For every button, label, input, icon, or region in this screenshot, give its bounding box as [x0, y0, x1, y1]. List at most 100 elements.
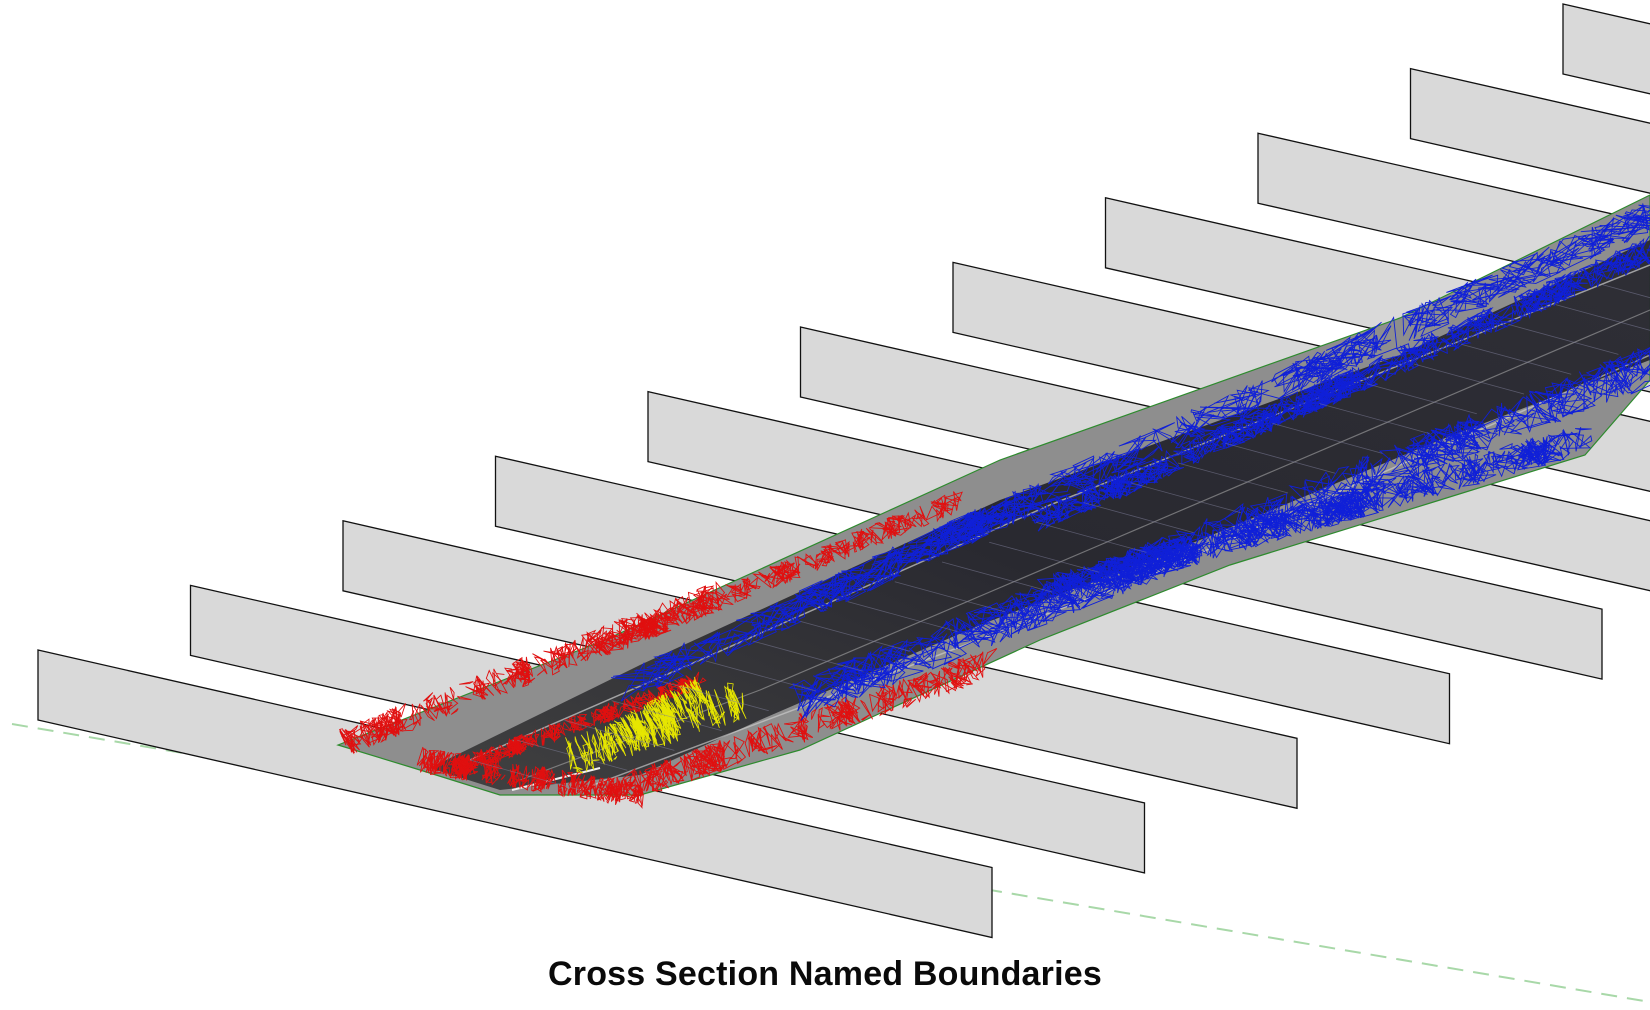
- mesh-triangle: [640, 679, 662, 684]
- mesh-triangle: [827, 543, 833, 564]
- mesh-triangle: [1235, 517, 1263, 537]
- mesh-triangle: [693, 680, 706, 701]
- mesh-triangle: [1587, 267, 1608, 275]
- mesh-triangle: [823, 548, 833, 558]
- mesh-triangle: [691, 705, 699, 724]
- mesh-triangle: [1355, 502, 1362, 512]
- grid-line: [658, 680, 769, 712]
- mesh-triangle: [485, 758, 499, 778]
- mesh-triangle: [1027, 484, 1037, 498]
- mesh-triangle: [388, 710, 397, 737]
- mesh-triangle: [634, 700, 643, 709]
- mesh-triangle: [1305, 479, 1335, 486]
- mesh-triangle: [1133, 474, 1157, 493]
- mesh-triangle: [842, 714, 854, 722]
- mesh-triangle: [723, 685, 733, 717]
- grid-line: [1366, 383, 1477, 415]
- grid-line: [1461, 343, 1572, 375]
- mesh-triangle: [746, 580, 751, 599]
- mesh-triangle: [942, 666, 959, 693]
- cross-section-panel[interactable]: [1562, 3, 1650, 292]
- mesh-triangle: [923, 538, 940, 557]
- mesh-triangle: [1374, 484, 1387, 506]
- mesh-triangle: [726, 585, 747, 598]
- mesh-triangle: [444, 766, 451, 777]
- mesh-triangle: [1301, 389, 1314, 409]
- mesh-triangle: [914, 636, 953, 666]
- mesh-triangle: [708, 694, 721, 725]
- mesh-triangle: [418, 752, 428, 767]
- mesh-triangle: [941, 531, 952, 546]
- mesh-triangle: [1304, 480, 1316, 521]
- mesh-triangle: [966, 683, 973, 686]
- mesh-triangle: [1351, 341, 1387, 344]
- mesh-triangle: [1424, 466, 1437, 473]
- mesh-triangle: [565, 737, 576, 759]
- mesh-triangle: [1553, 235, 1586, 255]
- mesh-triangle: [854, 535, 859, 546]
- mesh-triangle: [815, 658, 856, 676]
- mesh-triangle: [400, 718, 407, 731]
- mesh-triangle: [953, 491, 960, 511]
- mesh-triangle: [1079, 567, 1101, 589]
- mesh-triangle: [512, 763, 516, 785]
- mesh-triangle: [733, 736, 745, 756]
- mesh-triangle: [757, 726, 767, 740]
- mesh-triangle: [548, 727, 560, 740]
- mesh-triangle: [1029, 513, 1050, 524]
- mesh-triangle: [1277, 400, 1309, 426]
- mesh-triangle: [1469, 460, 1486, 475]
- mesh-triangle: [1051, 582, 1055, 603]
- mesh-triangle: [614, 732, 623, 744]
- mesh-triangle: [1055, 577, 1072, 580]
- mesh-triangle: [1499, 269, 1532, 287]
- mesh-triangle: [764, 572, 771, 583]
- mesh-triangle: [672, 692, 683, 710]
- mesh-triangle: [1027, 596, 1048, 632]
- mesh-triangle: [755, 626, 762, 640]
- mesh-triangle: [1613, 229, 1639, 235]
- mesh-triangle: [805, 723, 808, 733]
- mesh-triangle: [1493, 305, 1511, 319]
- mesh-triangle: [622, 696, 631, 710]
- mesh-triangle: [784, 596, 815, 616]
- mesh-triangle: [616, 724, 631, 746]
- mesh-triangle: [888, 687, 896, 707]
- mesh-triangle: [843, 672, 863, 687]
- mesh-triangle: [686, 753, 702, 775]
- mesh-triangle: [634, 720, 646, 735]
- mesh-triangle: [621, 617, 636, 644]
- mesh-triangle: [1408, 437, 1435, 474]
- mesh-triangle: [608, 780, 615, 801]
- mesh-triangle: [695, 697, 704, 720]
- mesh-triangle: [1102, 456, 1130, 463]
- mesh-triangle: [646, 654, 685, 669]
- mesh-triangle: [1450, 463, 1462, 482]
- mesh-triangle: [1112, 568, 1118, 587]
- mesh-triangle: [634, 624, 643, 636]
- mesh-triangle: [1422, 333, 1439, 356]
- mesh-triangle: [1555, 234, 1606, 274]
- mesh-triangle: [1334, 373, 1341, 391]
- mesh-triangle: [482, 680, 485, 700]
- cross-section-panel[interactable]: [1409, 67, 1650, 357]
- mesh-triangle: [811, 708, 817, 720]
- mesh-triangle: [1531, 290, 1545, 301]
- mesh-triangle: [845, 672, 850, 703]
- mesh-triangle: [747, 576, 759, 590]
- mesh-triangle: [958, 624, 974, 634]
- mesh-triangle: [1146, 565, 1151, 575]
- mesh-triangle: [681, 688, 688, 701]
- mesh-triangle: [1284, 409, 1313, 415]
- mesh-triangle: [988, 608, 1002, 630]
- mesh-triangle: [823, 705, 848, 719]
- mesh-triangle: [1467, 468, 1481, 477]
- mesh-triangle: [575, 722, 591, 727]
- mesh-triangle: [1529, 393, 1552, 424]
- mesh-triangle: [1173, 548, 1194, 562]
- mesh-triangle: [1575, 428, 1592, 431]
- mesh-triangle: [570, 773, 576, 796]
- mesh-triangle: [1486, 313, 1499, 327]
